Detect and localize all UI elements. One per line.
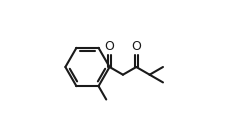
Text: O: O <box>105 40 115 53</box>
Text: O: O <box>131 40 141 53</box>
